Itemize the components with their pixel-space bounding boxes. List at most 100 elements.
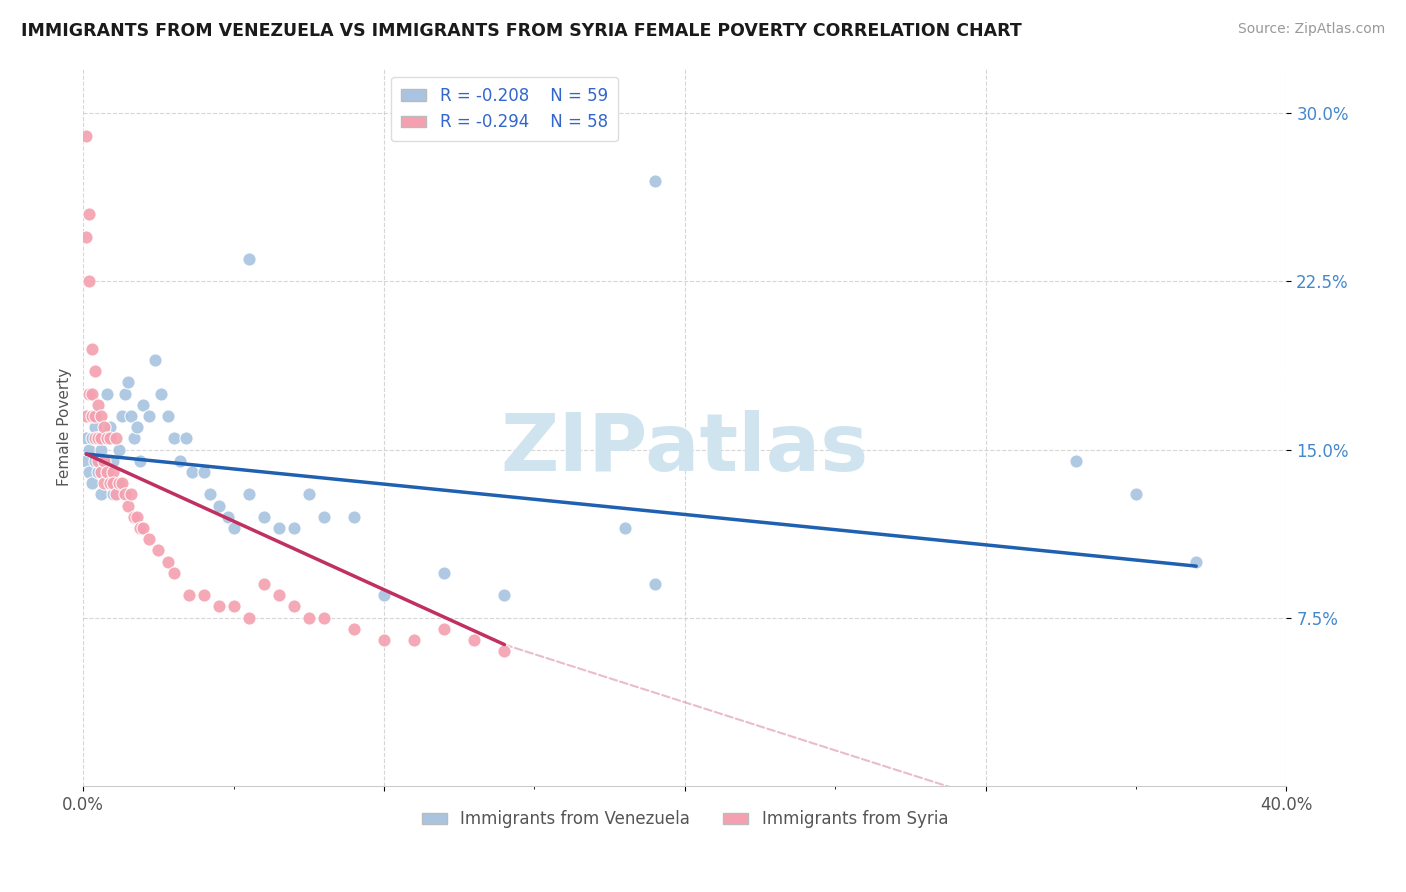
Point	[82, 431, 104, 445]
Point	[138, 409, 160, 423]
Point	[105, 487, 128, 501]
Point	[98, 476, 121, 491]
Point	[198, 487, 221, 501]
Point	[267, 588, 290, 602]
Point	[373, 588, 395, 602]
Point	[433, 622, 456, 636]
Point	[129, 521, 152, 535]
Point	[90, 409, 112, 423]
Point	[105, 431, 128, 445]
Point	[180, 465, 202, 479]
Point	[93, 454, 115, 468]
Point	[494, 588, 516, 602]
Point	[193, 465, 215, 479]
Point	[253, 509, 276, 524]
Point	[129, 454, 152, 468]
Point	[82, 342, 104, 356]
Point	[96, 431, 118, 445]
Point	[644, 577, 666, 591]
Point	[84, 364, 107, 378]
Point	[613, 521, 636, 535]
Point	[156, 409, 179, 423]
Text: Source: ZipAtlas.com: Source: ZipAtlas.com	[1237, 22, 1385, 37]
Point	[90, 465, 112, 479]
Point	[82, 386, 104, 401]
Point	[208, 499, 231, 513]
Point	[79, 442, 101, 457]
Point	[75, 431, 97, 445]
Point	[433, 566, 456, 580]
Point	[222, 599, 245, 614]
Point	[103, 465, 125, 479]
Point	[162, 566, 184, 580]
Point	[96, 386, 118, 401]
Point	[111, 476, 134, 491]
Point	[93, 454, 115, 468]
Point	[138, 533, 160, 547]
Point	[238, 610, 260, 624]
Point	[79, 207, 101, 221]
Point	[111, 409, 134, 423]
Point	[75, 128, 97, 143]
Point	[82, 476, 104, 491]
Point	[87, 431, 110, 445]
Point	[90, 487, 112, 501]
Point	[84, 431, 107, 445]
Point	[103, 454, 125, 468]
Point	[208, 599, 231, 614]
Point	[103, 487, 125, 501]
Point	[222, 521, 245, 535]
Point	[404, 633, 426, 648]
Point	[93, 431, 115, 445]
Point	[75, 409, 97, 423]
Point	[1125, 487, 1147, 501]
Point	[75, 454, 97, 468]
Point	[90, 442, 112, 457]
Point	[169, 454, 191, 468]
Point	[283, 599, 305, 614]
Point	[145, 352, 167, 367]
Point	[96, 465, 118, 479]
Point	[108, 442, 131, 457]
Y-axis label: Female Poverty: Female Poverty	[58, 368, 72, 486]
Point	[79, 386, 101, 401]
Text: IMMIGRANTS FROM VENEZUELA VS IMMIGRANTS FROM SYRIA FEMALE POVERTY CORRELATION CH: IMMIGRANTS FROM VENEZUELA VS IMMIGRANTS …	[21, 22, 1022, 40]
Point	[84, 409, 107, 423]
Point	[253, 577, 276, 591]
Point	[343, 509, 366, 524]
Point	[98, 431, 121, 445]
Point	[267, 521, 290, 535]
Point	[238, 487, 260, 501]
Point	[93, 476, 115, 491]
Point	[162, 431, 184, 445]
Point	[177, 588, 200, 602]
Point	[96, 465, 118, 479]
Point	[463, 633, 485, 648]
Point	[312, 509, 335, 524]
Point	[82, 409, 104, 423]
Point	[127, 509, 149, 524]
Point	[79, 275, 101, 289]
Point	[644, 173, 666, 187]
Point	[1185, 555, 1208, 569]
Point	[105, 476, 128, 491]
Point	[87, 398, 110, 412]
Point	[124, 431, 146, 445]
Point	[75, 229, 97, 244]
Point	[148, 543, 170, 558]
Point	[1064, 454, 1087, 468]
Point	[114, 487, 136, 501]
Point	[114, 386, 136, 401]
Point	[127, 420, 149, 434]
Point	[87, 431, 110, 445]
Point	[84, 454, 107, 468]
Point	[132, 521, 155, 535]
Point	[79, 465, 101, 479]
Point	[193, 588, 215, 602]
Point	[117, 499, 139, 513]
Point	[312, 610, 335, 624]
Point	[283, 521, 305, 535]
Point	[90, 431, 112, 445]
Point	[93, 420, 115, 434]
Point	[87, 465, 110, 479]
